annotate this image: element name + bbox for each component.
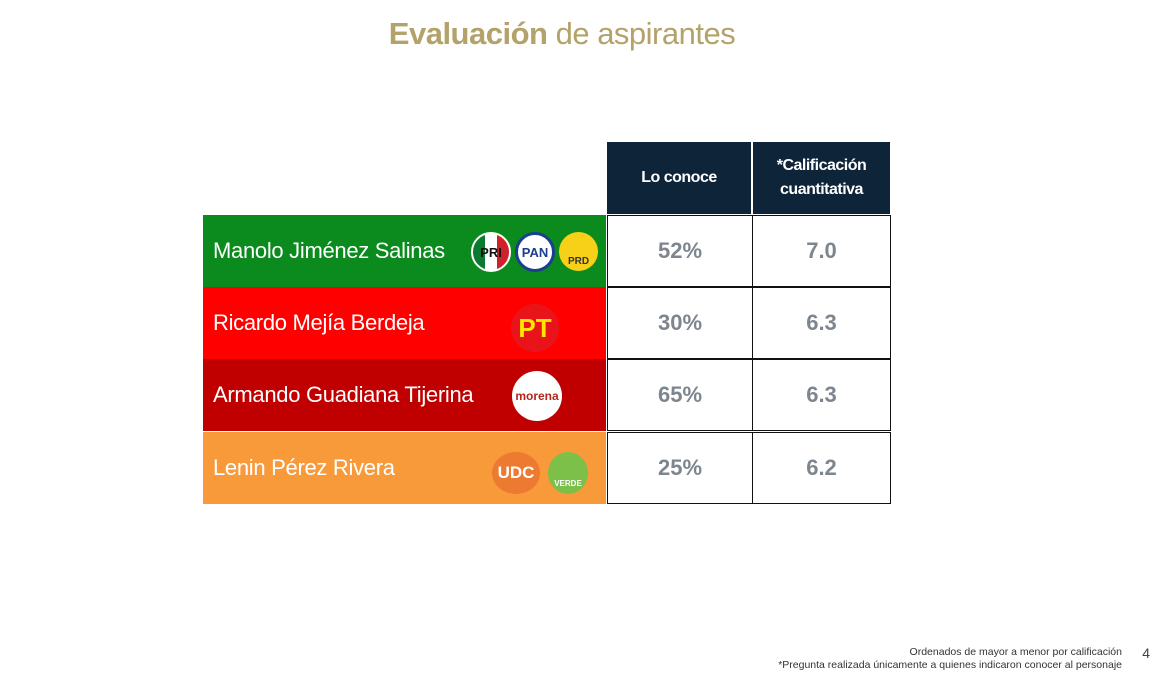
title-rest: de aspirantes xyxy=(555,16,736,51)
table-row-name: Lenin Pérez Rivera xyxy=(203,432,606,504)
pri-logo-icon: PRI xyxy=(471,232,511,272)
table-cell-calificacion: 6.3 xyxy=(752,359,891,431)
page-number: 4 xyxy=(1142,645,1150,661)
footnote-order: Ordenados de mayor a menor por calificac… xyxy=(909,646,1122,658)
header-lo-conoce: Lo conoce xyxy=(607,142,751,214)
title-bold: Evaluación xyxy=(388,16,548,51)
table-cell-calificacion: 6.3 xyxy=(752,287,891,359)
table-cell-conoce: 25% xyxy=(607,432,753,504)
header-calificacion: *Calificación cuantitativa xyxy=(753,142,890,214)
slide-title: Evaluación de aspirantes xyxy=(0,16,1124,52)
table-cell-conoce: 30% xyxy=(607,287,753,359)
table-cell-calificacion: 6.2 xyxy=(752,432,891,504)
morena-logo-icon: morena xyxy=(512,371,562,421)
table-cell-calificacion: 7.0 xyxy=(752,215,891,287)
table-cell-conoce: 52% xyxy=(607,215,753,287)
prd-logo-icon: PRD xyxy=(559,232,598,271)
udc-logo-icon: UDC xyxy=(492,452,540,494)
verde-logo-icon: VERDE xyxy=(548,452,588,494)
pan-logo-icon: PAN xyxy=(515,232,555,272)
footnote-question: *Pregunta realizada únicamente a quienes… xyxy=(778,659,1122,671)
pt-logo-icon: PT xyxy=(511,304,559,352)
footnotes: Ordenados de mayor a menor por calificac… xyxy=(778,646,1122,672)
table-cell-conoce: 65% xyxy=(607,359,753,431)
